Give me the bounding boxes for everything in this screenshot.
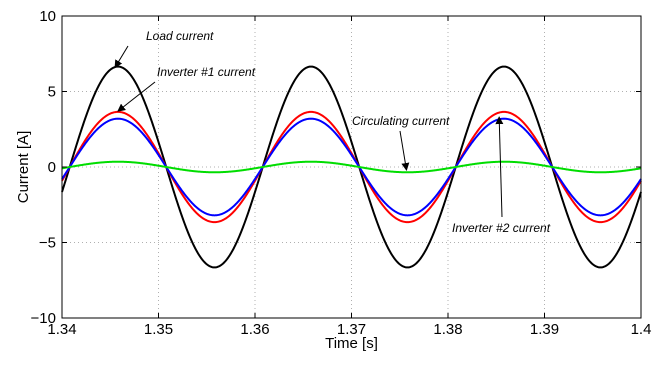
series-line-circ (61, 160, 642, 174)
annotation-load-current: Load current (146, 29, 214, 43)
series-line-load (61, 65, 642, 269)
x-tick-label: 1.38 (433, 321, 462, 338)
y-tick-label: 0 (48, 159, 56, 176)
series-line-inv2 (61, 117, 642, 217)
tick-labels: 1.34 1.35 1.36 1.37 1.38 1.39 1.4 −10 −5 0 5 10 (31, 8, 652, 338)
grid (62, 16, 641, 318)
x-tick-label: 1.4 (631, 321, 652, 338)
x-tick-label: 1.36 (240, 321, 269, 338)
x-tick-label: 1.34 (47, 321, 76, 338)
x-tick-label: 1.37 (337, 321, 366, 338)
annotation-arrow (495, 116, 504, 218)
y-axis-label: Current [A] (15, 131, 32, 204)
annotations: Load current Inverter #1 current Circula… (114, 29, 551, 235)
x-tick-label: 1.39 (530, 321, 559, 338)
y-tick-label: 10 (39, 8, 56, 25)
ticks (61, 15, 642, 319)
y-tick-label: −10 (31, 310, 56, 327)
annotation-arrow (117, 81, 156, 112)
x-tick-label: 1.35 (144, 321, 173, 338)
annotation-inverter2-current: Inverter #2 current (452, 221, 551, 235)
series-layer (61, 65, 642, 269)
y-tick-label: −5 (39, 235, 56, 252)
y-tick-label: 5 (48, 84, 56, 101)
annotation-circulating-current: Circulating current (352, 114, 450, 128)
annotation-arrow (114, 45, 129, 69)
annotation-arrow (399, 130, 410, 172)
x-axis-label: Time [s] (325, 335, 378, 352)
annotation-inverter1-current: Inverter #1 current (157, 65, 256, 79)
